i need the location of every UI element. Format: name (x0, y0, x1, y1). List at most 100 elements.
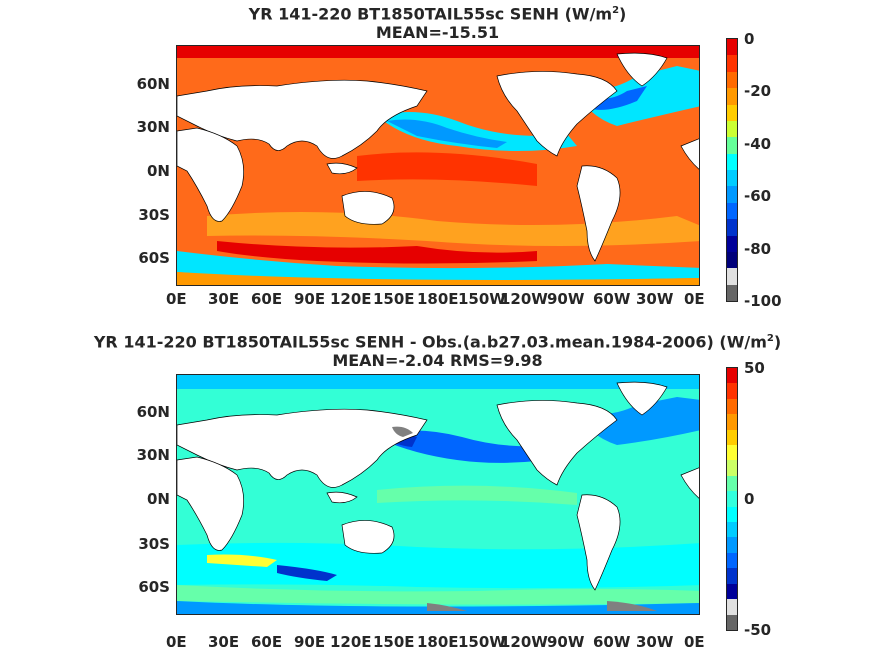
colorbar-segment (727, 202, 737, 220)
panel2-land-africa-east (680, 467, 699, 499)
panel2-lat-60n: 60N (136, 403, 170, 421)
colorbar-segment (727, 552, 737, 569)
panel1-cbar-tick: -40 (744, 135, 772, 153)
panel2-north-atlantic-cold (577, 397, 699, 445)
panel1-lat-60s: 60S (138, 249, 170, 267)
panel2-land-australia (341, 520, 395, 554)
panel1-cbar-tick: 0 (744, 30, 755, 48)
panel1-title-close: ) (619, 4, 627, 24)
panel2-grey-mask-okhotsk (392, 426, 413, 437)
panel2-colorbar (726, 367, 738, 631)
colorbar-segment (727, 268, 737, 285)
panel1-land-northamerica (496, 71, 618, 157)
panel2-land-eurasia (177, 408, 428, 488)
colorbar-segment (727, 39, 737, 56)
panel2-land-africa (177, 456, 244, 551)
panel1-southern-red (217, 241, 537, 264)
panel1-land-eurasia (177, 79, 428, 159)
panel2-title-line1: YR 141-220 BT1850TAIL55sc SENH - Obs.(a.… (0, 330, 875, 351)
lon-label: 150E (373, 633, 415, 651)
panel2-lat-60s: 60S (138, 578, 170, 596)
panel1-map-svg (177, 46, 699, 285)
panel1-cbar-tick: -80 (744, 240, 772, 258)
colorbar-segment (727, 491, 737, 507)
lon-label: 150E (373, 290, 415, 308)
panel2-grey-mask-ross (427, 603, 467, 611)
panel2-southern-lightband (177, 585, 699, 605)
colorbar-segment (727, 71, 737, 89)
panel1-antarctic-margin (177, 272, 699, 285)
lon-label: 30W (636, 633, 674, 651)
lon-label: 0E (166, 290, 187, 308)
colorbar-segment (727, 137, 737, 154)
panel1-lat-60n: 60N (136, 75, 170, 93)
panel1-cbar-tick: -20 (744, 82, 772, 100)
lon-label: 180E (417, 633, 459, 651)
panel2-lat-0n: 0N (147, 490, 170, 508)
panel1-north-pacific-cold (377, 112, 577, 151)
colorbar-segment (727, 599, 737, 615)
colorbar-segment (727, 614, 737, 630)
panel2-mean-rms: MEAN=-2.04 RMS=9.98 (332, 351, 543, 370)
colorbar-segment (727, 368, 737, 384)
panel2-land-greenland (616, 381, 668, 416)
panel2-grey-mask-weddell (607, 601, 657, 611)
panel1-title-sup: 2 (612, 5, 620, 16)
colorbar-segment (727, 251, 737, 269)
colorbar-segment (727, 186, 737, 203)
panel1-warm-tropics (357, 152, 537, 186)
panel2-cbar-tick: 50 (744, 359, 765, 377)
lon-label: 60E (251, 633, 283, 651)
panel1-title-line1: YR 141-220 BT1850TAIL55sc SENH (W/m2) (0, 2, 875, 23)
panel1-arctic-band (177, 46, 699, 58)
lon-label: 30W (636, 290, 674, 308)
panel2-cbar-tick: -50 (744, 621, 772, 639)
lon-label: 150W (458, 290, 506, 308)
colorbar-segment (727, 460, 737, 476)
panel2-southern-warm (207, 554, 277, 567)
colorbar-segment (727, 537, 737, 553)
panel2-map-svg (177, 375, 699, 614)
panel2-land-southamerica (576, 494, 621, 591)
panel2-land-northamerica (496, 400, 618, 486)
panel1-south-subtropics (207, 212, 699, 246)
colorbar-segment (727, 170, 737, 187)
colorbar-segment (727, 284, 737, 301)
colorbar-segment (727, 55, 737, 72)
colorbar-segment (727, 219, 737, 236)
lon-label: 90W (547, 633, 585, 651)
panel1-land-greenland (616, 52, 668, 87)
panel1-lat-0n: 0N (147, 162, 170, 180)
lon-label: 90W (547, 290, 585, 308)
colorbar-segment (727, 153, 737, 170)
lon-label: 120W (500, 290, 548, 308)
colorbar-segment (727, 506, 737, 523)
lon-label: 150W (458, 633, 506, 651)
lon-label: 0E (684, 633, 705, 651)
colorbar-segment (727, 383, 737, 399)
colorbar-segment (727, 522, 737, 538)
panel2-cbar-tick: 0 (744, 490, 755, 508)
panel1-land-indonesia (326, 162, 358, 175)
panel1-lat-30s: 30S (138, 206, 170, 224)
lon-label: 0E (166, 633, 187, 651)
panel2-southern-blue (277, 565, 337, 581)
lon-label: 180E (417, 290, 459, 308)
panel2-map (176, 374, 700, 615)
panel2-title-close: ) (773, 332, 782, 352)
colorbar-segment (727, 583, 737, 600)
lon-label: 0E (684, 290, 705, 308)
panel2-lat-30n: 30N (136, 446, 170, 464)
lon-label: 60W (593, 633, 631, 651)
colorbar-segment (727, 398, 737, 415)
panel1-map (176, 45, 700, 286)
colorbar-segment (727, 568, 737, 584)
panel2-arctic-band (177, 375, 699, 389)
colorbar-segment (727, 235, 737, 252)
lon-label: 90E (294, 290, 326, 308)
panel1-land-southamerica (576, 165, 621, 262)
lon-label: 30E (208, 290, 240, 308)
lon-label: 120E (330, 290, 372, 308)
colorbar-segment (727, 475, 737, 492)
panel1-cbar-tick: -100 (744, 292, 782, 310)
